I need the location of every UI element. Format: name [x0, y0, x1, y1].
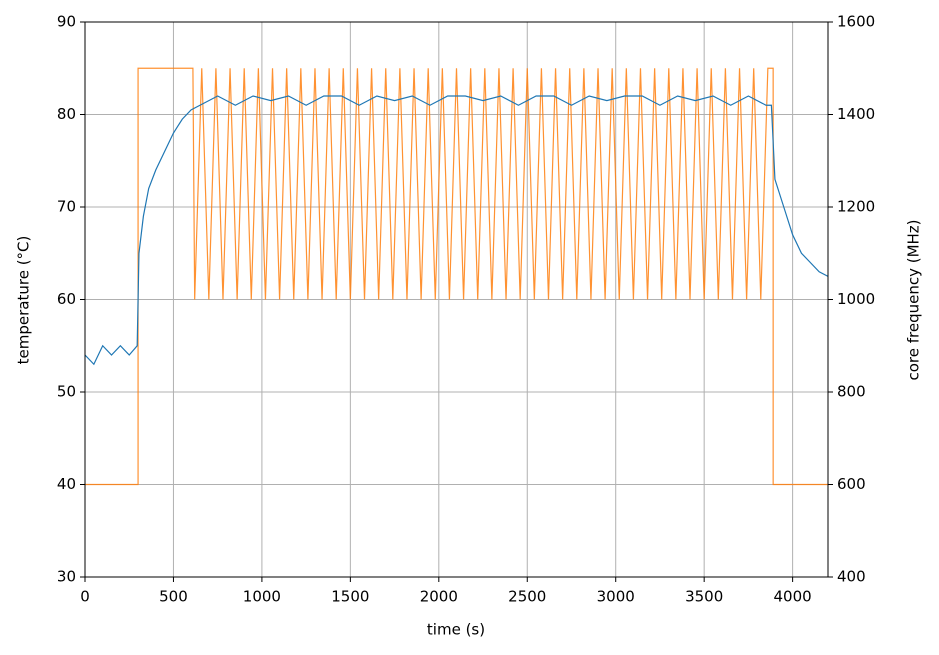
x-tick-label: 2500 — [508, 588, 546, 606]
x-tick-label: 3000 — [597, 588, 635, 606]
y2-tick-label: 800 — [837, 383, 866, 401]
y2-tick-label: 1600 — [837, 13, 875, 31]
x-axis-label: time (s) — [427, 621, 485, 639]
y-tick-label: 70 — [57, 198, 76, 216]
y2-tick-label: 400 — [837, 568, 866, 586]
x-tick-label: 1000 — [243, 588, 281, 606]
y2-axis-label: core frequency (MHz) — [905, 219, 923, 380]
y-tick-label: 80 — [57, 105, 76, 123]
y2-tick-label: 1400 — [837, 105, 875, 123]
x-tick-label: 3500 — [685, 588, 723, 606]
plot-frame — [84, 21, 829, 578]
x-tick-label: 2000 — [420, 588, 458, 606]
x-tick-label: 0 — [80, 588, 90, 606]
series-line — [84, 95, 829, 366]
y-tick-label: 50 — [57, 383, 76, 401]
y-tick-label: 40 — [57, 475, 76, 493]
x-tick-label: 500 — [159, 588, 188, 606]
y2-tick-label: 1200 — [837, 198, 875, 216]
y2-tick-label: 1000 — [837, 290, 875, 308]
x-tick-label: 1500 — [331, 588, 369, 606]
y2-tick-label: 600 — [837, 475, 866, 493]
y-tick-label: 90 — [57, 13, 76, 31]
series-line — [85, 67, 828, 486]
x-tick-label: 4000 — [774, 588, 812, 606]
y-axis-label: temperature (°C) — [15, 236, 33, 365]
y-tick-label: 60 — [57, 290, 76, 308]
y-tick-label: 30 — [57, 568, 76, 586]
